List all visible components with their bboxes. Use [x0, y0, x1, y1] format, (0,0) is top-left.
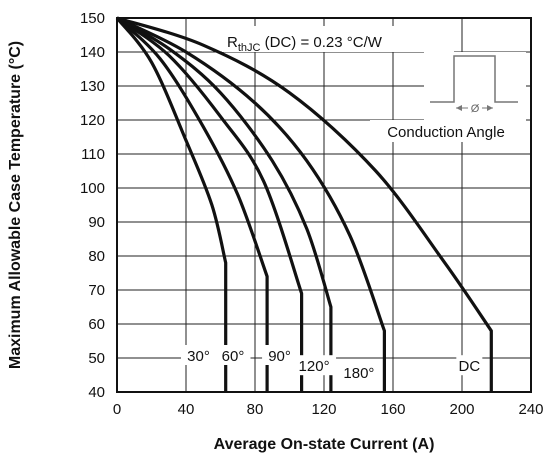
y-tick-label: 60	[88, 316, 105, 333]
series-label-bg	[292, 355, 337, 376]
y-tick-label: 40	[88, 384, 105, 401]
y-tick-label: 50	[88, 350, 105, 367]
rth-prefix: R	[227, 34, 238, 51]
series-label: 90°	[268, 348, 291, 365]
series-line	[116, 16, 386, 392]
y-tick-label: 130	[80, 78, 105, 95]
y-tick-label: 150	[80, 10, 105, 27]
tick-labels: 0 40 80 120 160 200 240 40 50 60 70 80 90 100 110 120 13…	[80, 10, 544, 418]
y-tick-label: 80	[88, 248, 105, 265]
y-tick-label: 110	[81, 146, 105, 163]
series-label-bg	[336, 362, 381, 382]
x-tick-label: 120	[311, 401, 336, 418]
series-label-bg	[181, 345, 216, 365]
y-tick-label: 90	[88, 214, 105, 231]
inset-label: Conduction Angle	[387, 124, 505, 141]
series-line	[115, 16, 228, 392]
rth-annotation: RthJC (DC) = 0.23 °C/W	[222, 26, 454, 54]
y-axis-title: Maximum Allowable Case Temperature (°C)	[7, 41, 24, 369]
plot-frame	[116, 17, 532, 393]
x-tick-label: 40	[178, 401, 195, 418]
series-line	[115, 16, 269, 392]
conduction-angle-inset: Ø Conduction Angle	[370, 52, 526, 142]
x-axis-title: Average On-state Current (A)	[214, 436, 435, 453]
y-tick-label: 120	[80, 112, 105, 129]
curve-labels: 30° 60° 90° 120° 180° DC	[181, 345, 483, 382]
y-tick-label: 100	[80, 180, 105, 197]
series-label: 120°	[299, 358, 330, 375]
rth-suffix: (DC) = 0.23 °C/W	[260, 34, 382, 51]
x-tick-label: 200	[449, 401, 474, 418]
series-label: 60°	[222, 348, 245, 365]
series-label-bg	[215, 345, 251, 365]
inset-symbol: Ø	[471, 103, 480, 115]
series-line	[116, 16, 333, 392]
curves	[115, 16, 493, 392]
y-tick-label: 140	[80, 44, 105, 61]
series-label: 180°	[343, 365, 374, 382]
series-label: 30°	[187, 348, 210, 365]
x-tick-label: 80	[247, 401, 264, 418]
series-label-bg	[262, 345, 298, 365]
series-line	[116, 16, 493, 392]
inset-waveform	[430, 55, 518, 103]
y-tick-label: 70	[88, 282, 105, 299]
series-label-bg	[456, 355, 483, 376]
rth-subscript: thJC	[238, 42, 261, 54]
svg-text:RthJC (DC) = 0.23 °C/W: RthJC (DC) = 0.23 °C/W	[227, 34, 383, 54]
x-tick-label: 0	[113, 401, 121, 418]
series-line	[116, 16, 304, 392]
x-tick-label: 240	[518, 401, 543, 418]
x-tick-label: 160	[380, 401, 405, 418]
series-label: DC	[458, 358, 480, 375]
